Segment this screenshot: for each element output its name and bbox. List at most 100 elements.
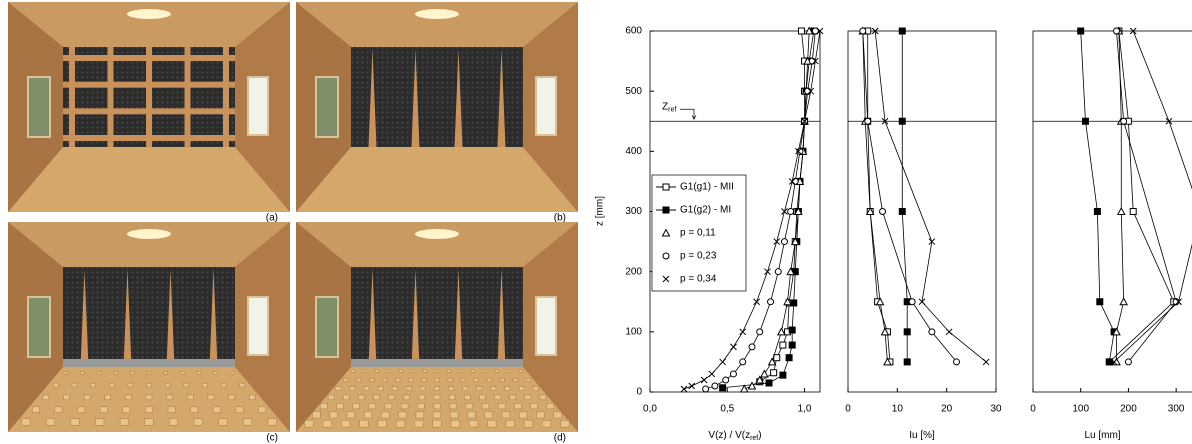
ceiling-light [127,229,171,239]
photo-caption: (a) [266,213,278,224]
x-axis-label: Iu [%] [909,430,935,441]
marker [702,385,710,393]
grid-bar [146,47,152,147]
roughness-block [218,418,228,426]
grid-bar [63,55,235,61]
roughness-block [506,369,511,373]
marker [790,237,800,246]
roughness-block [327,394,335,401]
roughness-block [421,377,427,382]
marker [708,370,716,378]
roughness-block [83,394,91,401]
x-axis-label: V(z) / V(zref) [708,430,761,442]
marker [1077,27,1085,35]
marker [779,341,787,349]
roughness-block [471,369,475,373]
ceiling [8,222,290,267]
roughness-block [432,411,442,419]
profile-line [867,31,891,362]
marker [1116,206,1126,215]
roughness-block [505,420,515,428]
annotation: Zref [662,101,676,113]
roughness-block [320,403,328,410]
roughness-block [146,371,152,375]
roughness-block [432,420,442,428]
roughness-block [465,403,474,410]
marker [807,87,815,95]
roughness-block [31,406,40,413]
roughness-block [125,394,132,401]
roughness-block [448,394,456,401]
marker [773,238,781,245]
roughness-block [377,420,387,428]
roughness-block [381,411,390,419]
roughness-block [542,420,552,428]
marker [781,208,788,215]
roughness-block [104,394,111,401]
plot-frame [847,30,997,393]
marker [797,27,805,35]
roughness-block [187,394,194,401]
marker [859,27,867,35]
roughness-block [164,382,171,388]
x-tick-label: 1,0 [798,404,812,415]
roughness-block [487,420,497,428]
photo [8,222,290,432]
roughness-block [479,394,486,401]
roughness-block [384,403,393,410]
marker [945,328,953,336]
legend-label: p = 0,23 [680,251,717,262]
marker [1124,358,1132,366]
marker [783,297,792,306]
roughness-block [476,386,483,391]
x-tick-label: 100 [1072,404,1089,415]
y-tick-label: 300 [625,206,642,217]
roughness-block [484,411,493,419]
annotation-main: Z [662,101,668,112]
roughness-block [553,411,562,419]
roughness-block [346,411,355,419]
roughness-block [258,406,267,413]
grid-bar [63,108,235,115]
roughness-block [322,420,332,428]
marker [739,384,749,393]
roughness-block [146,382,152,388]
roughness-block [391,386,398,391]
grid-bar [63,135,235,141]
photo-caption: (b) [554,213,566,224]
roughness-block [519,411,528,419]
y-tick-label: 200 [625,266,642,277]
ceiling-light [415,9,459,19]
roughness-block [54,406,63,413]
spire [166,269,175,367]
marker [808,57,816,65]
roughness-block [63,394,70,401]
x-tick-label: 200 [1120,404,1137,415]
roughness-block [411,369,415,373]
legend-label: p = 0,34 [680,274,717,285]
roughness-block [349,386,356,391]
marker [881,117,889,125]
profile-line [874,30,987,363]
roughness-block [560,420,570,428]
marker [1165,117,1173,125]
roughness-block [486,377,492,382]
roughness-block [530,403,538,410]
roughness-block [183,382,189,388]
roughness-block [228,394,235,401]
roughness-block [21,418,31,426]
roughness-block [450,411,459,419]
marker [953,358,961,366]
grid-bar [63,81,235,88]
spire [454,49,463,147]
roughness-block [113,371,118,375]
marker [739,328,747,336]
roughness-block [130,371,135,375]
roughness-block [230,371,235,375]
roughness-block [377,386,384,391]
roughness-block [248,394,256,401]
y-tick-label: 600 [625,26,642,37]
roughness-block [304,420,314,428]
roughness-block [63,371,68,375]
marker [774,268,782,276]
